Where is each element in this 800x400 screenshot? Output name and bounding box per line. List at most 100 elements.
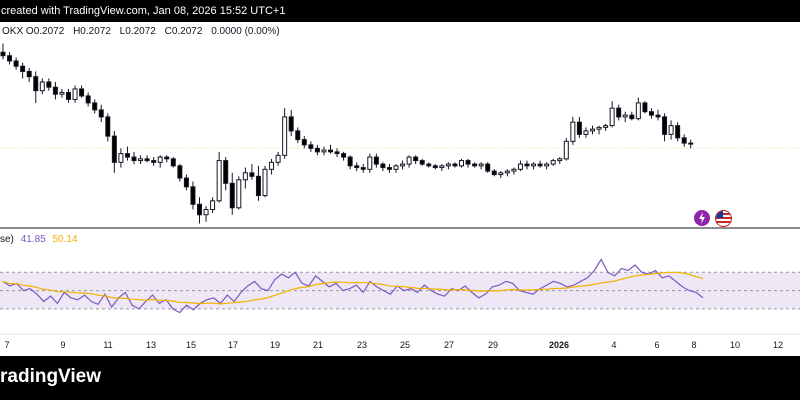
candle-down	[413, 156, 419, 162]
time-axis-tick-label: 25	[400, 340, 410, 350]
time-axis-tick-label: 12	[773, 340, 783, 350]
candle-up	[590, 128, 595, 132]
candle-up	[557, 158, 563, 162]
candle-down	[151, 160, 157, 163]
lightning-icon[interactable]	[694, 210, 710, 226]
candle-down	[681, 137, 687, 144]
candle-down	[328, 149, 333, 153]
time-axis-tick-label: 9	[60, 340, 65, 350]
rsi-value: 41.85	[20, 234, 46, 245]
candle-down	[164, 156, 170, 160]
candle-up	[242, 172, 248, 181]
candle-up	[400, 163, 406, 167]
candle-up	[439, 165, 445, 169]
candle-up	[406, 156, 412, 165]
candle-up	[236, 179, 242, 209]
candle-down	[20, 65, 26, 72]
candle-up	[517, 163, 523, 170]
chart-svg[interactable]: 7 9 11 13 15 17 19 21 23 25 27 29 2026 4 6 8 10 12	[0, 22, 800, 356]
candle-down	[170, 158, 176, 167]
candle-down	[655, 114, 661, 118]
candle-up	[393, 165, 399, 170]
candle-up	[269, 161, 275, 170]
candle-down	[380, 163, 386, 169]
candle-down	[190, 186, 196, 205]
open-value: 0.2072	[33, 26, 65, 37]
candle-down	[197, 203, 202, 216]
candle-up	[59, 91, 65, 95]
candle-down	[52, 86, 58, 95]
candle-down	[66, 91, 71, 100]
candle-down	[301, 139, 307, 146]
candle-down	[26, 70, 32, 78]
candle-down	[491, 170, 497, 176]
candle-up	[511, 168, 517, 172]
candle-down	[373, 156, 379, 165]
footer-bar: radingView	[0, 356, 800, 400]
change-value: 0.0000 (0.00%)	[211, 26, 280, 37]
candle-down	[360, 167, 366, 170]
candle-down	[537, 163, 543, 167]
candle-down	[92, 102, 98, 111]
candle-up	[321, 149, 327, 153]
candle-up	[550, 160, 556, 165]
candle-down	[629, 114, 635, 120]
time-axis-tick-label: 17	[228, 340, 238, 350]
candle-down	[524, 163, 530, 167]
candle-up	[498, 172, 504, 176]
candle-down	[0, 51, 6, 57]
candle-down	[229, 182, 235, 209]
candle-up	[445, 163, 451, 167]
candle-down	[616, 107, 622, 118]
high-label: H	[73, 26, 81, 37]
candle-up	[688, 142, 694, 145]
candle-up	[583, 130, 589, 135]
candle-up	[563, 140, 569, 160]
low-label: L	[119, 26, 126, 37]
candle-down	[662, 116, 668, 135]
candle-down	[131, 156, 137, 162]
candle-down	[452, 163, 458, 167]
time-axis-tick-label: 11	[103, 340, 112, 350]
candle-down	[124, 153, 130, 158]
chart-area[interactable]: 7 9 11 13 15 17 19 21 23 25 27 29 2026 4 6 8 10 12 OKX O0…	[0, 22, 800, 356]
candle-down	[183, 177, 189, 188]
time-axis-tick-label: 19	[270, 340, 280, 350]
candle-down	[85, 95, 91, 104]
candle-down	[576, 121, 582, 135]
candle-down	[223, 160, 229, 184]
candle-down	[33, 76, 39, 92]
caption-text: created with TradingView.com, Jan 08, 20…	[1, 5, 286, 17]
candle-down	[465, 160, 471, 165]
candle-down	[46, 81, 52, 88]
candle-up	[157, 156, 163, 163]
time-axis-tick-label: 10	[730, 340, 740, 350]
candle-up	[544, 163, 550, 167]
candle-down	[341, 153, 347, 158]
time-axis-tick-label: 6	[654, 340, 659, 350]
candle-up	[459, 160, 464, 167]
tradingview-logo: radingView	[0, 366, 102, 387]
candle-down	[288, 116, 294, 132]
candle-up	[282, 116, 288, 156]
candle-down	[354, 165, 360, 169]
ohlc-legend: OKX O0.2072 H0.2072 L0.2072 C0.2072 0.00…	[2, 26, 286, 37]
candle-up	[262, 168, 268, 197]
candle-down	[419, 160, 425, 165]
candle-up	[39, 81, 45, 92]
candle-down	[485, 163, 491, 172]
candle-down	[308, 144, 314, 149]
us-flag-icon[interactable]	[715, 210, 732, 227]
candle-up	[72, 88, 78, 100]
time-axis-tick-label: 4	[611, 340, 616, 350]
candle-up	[570, 121, 576, 142]
time-axis-tick-label: 27	[444, 340, 454, 350]
time-axis-tick-label: 23	[357, 340, 367, 350]
rsi-line	[2, 258, 704, 314]
rsi-ma-line	[2, 271, 704, 305]
high-value: 0.2072	[80, 26, 111, 37]
time-axis-tick-label: 2026	[549, 340, 569, 350]
candle-down	[177, 165, 183, 179]
candle-down	[255, 175, 261, 197]
candle-up	[635, 102, 641, 120]
